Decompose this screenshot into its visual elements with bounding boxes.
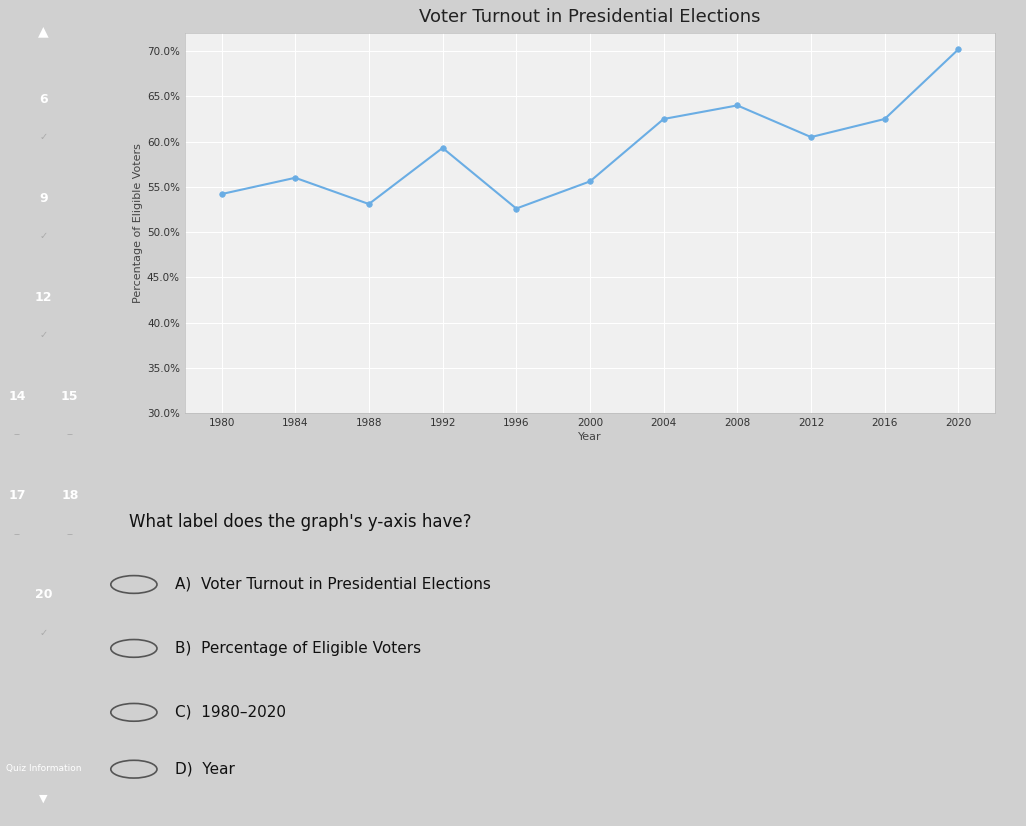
- Text: 20: 20: [35, 588, 52, 601]
- Text: --: --: [14, 430, 21, 439]
- Text: 18: 18: [62, 489, 78, 502]
- Y-axis label: Percentage of Eligible Voters: Percentage of Eligible Voters: [132, 143, 143, 303]
- Text: ✓: ✓: [40, 231, 47, 241]
- Text: Quiz Information: Quiz Information: [6, 764, 81, 772]
- Text: --: --: [67, 430, 73, 439]
- Title: Voter Turnout in Presidential Elections: Voter Turnout in Presidential Elections: [420, 8, 760, 26]
- Text: A)  Voter Turnout in Presidential Elections: A) Voter Turnout in Presidential Electio…: [175, 577, 491, 592]
- Text: ✓: ✓: [40, 330, 47, 340]
- Text: C)  1980–2020: C) 1980–2020: [175, 705, 286, 719]
- Text: --: --: [67, 529, 73, 539]
- Text: 17: 17: [8, 489, 27, 502]
- X-axis label: Year: Year: [578, 432, 602, 442]
- Text: ✓: ✓: [40, 132, 47, 142]
- Text: ✓: ✓: [40, 628, 47, 638]
- Text: 12: 12: [35, 291, 52, 304]
- Text: 9: 9: [39, 192, 48, 205]
- Text: --: --: [14, 529, 21, 539]
- Text: ▲: ▲: [38, 25, 49, 39]
- Text: D)  Year: D) Year: [175, 762, 235, 776]
- Text: 15: 15: [61, 390, 79, 403]
- Text: 6: 6: [39, 93, 48, 106]
- Text: 14: 14: [8, 390, 27, 403]
- Text: What label does the graph's y-axis have?: What label does the graph's y-axis have?: [129, 514, 472, 531]
- Text: B)  Percentage of Eligible Voters: B) Percentage of Eligible Voters: [175, 641, 422, 656]
- Text: ▼: ▼: [39, 793, 48, 803]
